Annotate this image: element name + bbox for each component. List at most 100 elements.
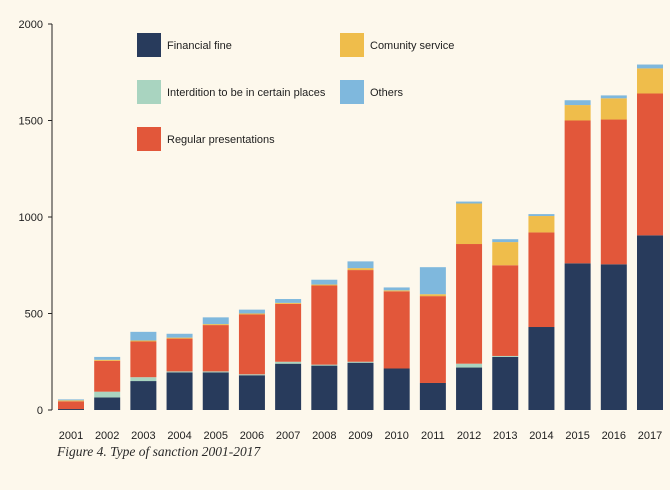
x-tick-label: 2004: [167, 430, 191, 440]
bar-segment: [58, 400, 84, 402]
bar-segment: [311, 279, 338, 285]
bar-segment: [238, 375, 265, 410]
bar-segment: [202, 317, 229, 325]
y-tick-label: 2000: [19, 19, 43, 31]
x-tick-label: 2011: [421, 430, 445, 440]
x-tick-label: 2005: [204, 430, 228, 440]
bar-segment: [94, 391, 121, 398]
bar-segment: [166, 338, 193, 372]
bar-segment: [528, 216, 555, 233]
bar-segment: [275, 299, 302, 303]
y-tick-label: 1500: [19, 116, 43, 128]
legend-label: Comunity service: [370, 40, 454, 52]
bar-segment: [311, 285, 338, 365]
bar-segment: [275, 303, 302, 362]
legend-swatch: [137, 33, 161, 57]
y-tick-label: 500: [25, 309, 43, 321]
bar-segment: [94, 359, 121, 361]
bar-segment: [311, 365, 338, 410]
bar-segment: [637, 235, 663, 410]
legend-label: Interdition to be in certain places: [167, 87, 326, 99]
bar-segment: [347, 270, 374, 362]
x-tick-label: 2003: [131, 430, 155, 440]
bar-segment: [94, 360, 121, 392]
bar-segment: [564, 120, 591, 264]
bar-segment: [130, 331, 157, 341]
bar-segment: [419, 382, 446, 410]
bar-segment: [202, 324, 229, 326]
x-tick-label: 2017: [638, 430, 662, 440]
bar-segment: [311, 284, 338, 286]
bar-segment: [347, 362, 374, 410]
bar-segment: [166, 371, 193, 373]
bar-segment: [347, 268, 374, 271]
legend-label: Regular presentations: [167, 134, 275, 146]
legend-label: Others: [370, 87, 404, 99]
x-tick-label: 2002: [95, 430, 119, 440]
bar-segment: [311, 364, 338, 366]
bar-segment: [166, 333, 193, 338]
bar-segment: [600, 95, 627, 99]
bar-segment: [492, 239, 519, 243]
bar-segment: [166, 372, 193, 410]
bar-segment: [238, 309, 265, 314]
bar-segment: [564, 100, 591, 106]
bar-segment: [600, 264, 627, 410]
bar-segment: [347, 361, 374, 363]
bar-segment: [492, 242, 519, 266]
bar-segment: [564, 263, 591, 410]
bar-segment: [130, 340, 157, 342]
bar-segment: [347, 261, 374, 269]
x-tick-label: 2007: [276, 430, 300, 440]
bars: [58, 64, 663, 410]
bar-segment: [238, 313, 265, 315]
bar-segment: [383, 290, 410, 292]
bar-segment: [130, 341, 157, 378]
bar-segment: [456, 244, 483, 364]
bar-segment: [419, 294, 446, 297]
x-tick-label: 2012: [457, 430, 481, 440]
bar-segment: [383, 287, 410, 291]
bar-segment: [564, 105, 591, 121]
bar-segment: [456, 363, 483, 368]
x-tick-label: 2009: [348, 430, 372, 440]
bar-segment: [202, 372, 229, 410]
bar-segment: [528, 214, 555, 217]
bar-segment: [275, 363, 302, 410]
legend-swatch: [137, 80, 161, 104]
bar-segment: [600, 119, 627, 265]
bar-segment: [238, 314, 265, 375]
x-tick-label: 2006: [240, 430, 264, 440]
legend: Financial fine Comunity service Interditio…: [137, 33, 454, 151]
figure-caption: Figure 4. Type of sanction 2001-2017: [57, 444, 261, 459]
x-tick-label: 2010: [384, 430, 408, 440]
bar-segment: [58, 409, 84, 410]
bar-segment: [456, 203, 483, 245]
bar-segment: [58, 401, 84, 410]
bar-segment: [419, 267, 446, 295]
bar-segment: [492, 356, 519, 410]
legend-label: Financial fine: [167, 40, 232, 52]
x-tick-label: 2015: [565, 430, 589, 440]
bar-segment: [456, 367, 483, 410]
x-tick-label: 2016: [602, 430, 626, 440]
bar-segment: [166, 337, 193, 339]
bar-segment: [275, 302, 302, 304]
bar-segment: [202, 325, 229, 372]
bar-segment: [456, 201, 483, 204]
legend-swatch: [340, 33, 364, 57]
y-tick-label: 0: [37, 405, 43, 417]
bar-segment: [492, 265, 519, 356]
bar-segment: [238, 374, 265, 376]
legend-swatch: [340, 80, 364, 104]
bar-segment: [637, 68, 663, 94]
x-tick-label: 2014: [529, 430, 553, 440]
x-axis-labels: 2001(six months)200220032004200520062007…: [59, 430, 662, 440]
bar-segment: [528, 232, 555, 328]
bar-segment: [94, 397, 121, 410]
x-tick-label: 2001: [59, 430, 83, 440]
bar-segment: [419, 296, 446, 383]
bar-segment: [202, 371, 229, 373]
legend-swatch: [137, 127, 161, 151]
